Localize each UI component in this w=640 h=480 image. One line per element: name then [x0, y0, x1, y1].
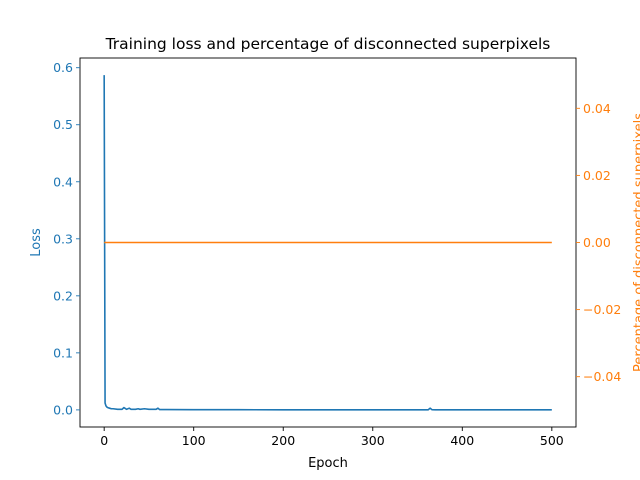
y-left-tick-label: 0.2: [53, 288, 73, 303]
y-right-tick-label: 0.00: [583, 235, 611, 250]
chart-title: Training loss and percentage of disconne…: [105, 35, 551, 53]
x-tick-label: 200: [271, 433, 295, 448]
x-tick-label: 400: [450, 433, 474, 448]
y-left-tick-label: 0.6: [53, 60, 73, 75]
x-tick-label: 500: [540, 433, 564, 448]
x-axis: 0 100 200 300 400 500: [100, 427, 564, 448]
y-axis-left-label: Loss: [29, 228, 44, 257]
x-axis-label: Epoch: [308, 456, 348, 471]
x-tick-label: 100: [182, 433, 206, 448]
x-tick-label: 0: [100, 433, 108, 448]
y-left-tick-label: 0.1: [53, 345, 73, 360]
y-right-tick-label: −0.04: [583, 369, 621, 384]
y-axis-right: 0.04 0.02 0.00 −0.02 −0.04: [576, 101, 621, 384]
y-axis-left: 0.0 0.1 0.2 0.3 0.4 0.5 0.6: [53, 60, 80, 417]
y-right-tick-label: 0.04: [583, 101, 611, 116]
y-right-tick-label: 0.02: [583, 168, 611, 183]
y-left-tick-label: 0.4: [53, 174, 73, 189]
y-axis-right-label: Percentage of disconnected superpixels: [632, 113, 640, 372]
plot-area: [103, 75, 552, 411]
y-left-tick-label: 0.3: [53, 231, 73, 246]
y-left-tick-label: 0.5: [53, 117, 73, 132]
y-left-tick-label: 0.0: [53, 402, 73, 417]
y-right-tick-label: −0.02: [583, 302, 621, 317]
loss-series-line: [103, 75, 552, 411]
x-tick-label: 300: [361, 433, 385, 448]
